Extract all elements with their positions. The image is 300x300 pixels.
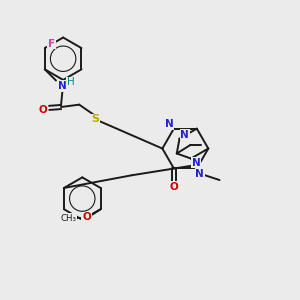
Text: N: N (165, 119, 173, 129)
Text: N: N (58, 81, 67, 91)
Text: O: O (169, 182, 178, 192)
Text: O: O (39, 105, 48, 115)
Text: S: S (92, 114, 99, 124)
Text: N: N (195, 169, 204, 179)
Text: H: H (67, 77, 75, 87)
Text: N: N (192, 158, 201, 168)
Text: N: N (180, 130, 189, 140)
Text: CH₃: CH₃ (60, 214, 76, 223)
Text: F: F (48, 39, 55, 49)
Text: O: O (82, 212, 91, 222)
